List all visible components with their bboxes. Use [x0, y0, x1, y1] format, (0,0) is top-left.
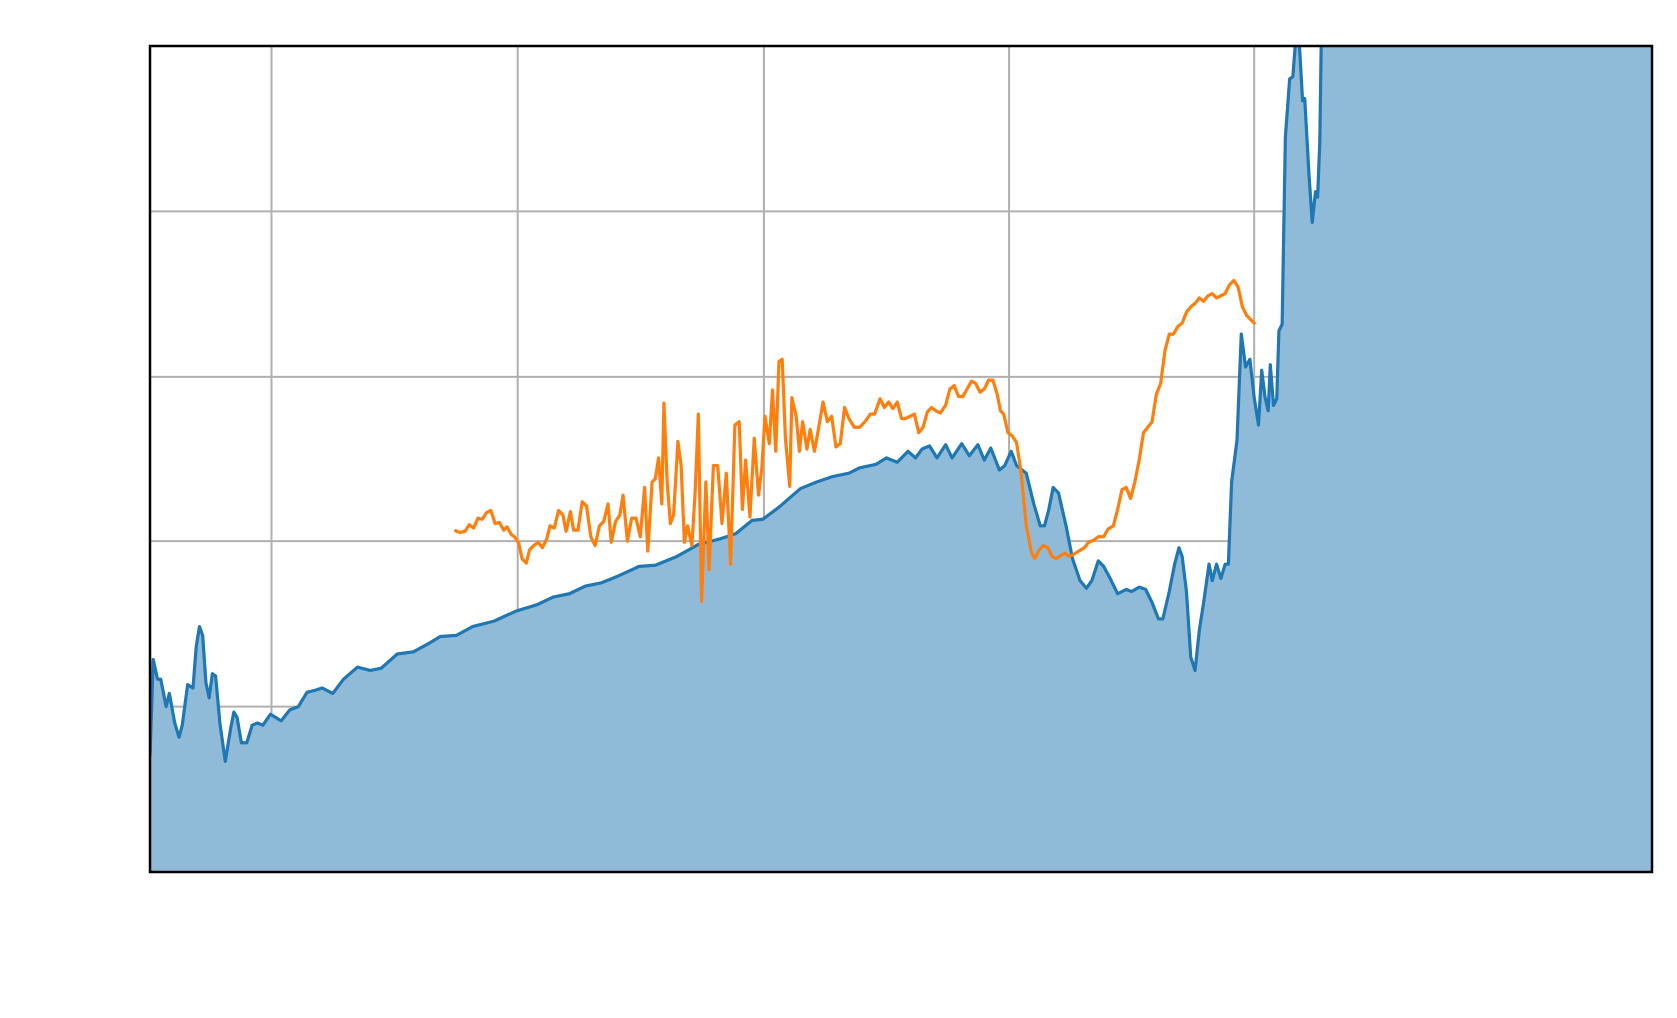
plot-area	[150, 46, 1652, 872]
line	[453, 278, 1257, 604]
line	[150, 46, 1323, 763]
axes-frame	[148, 44, 1654, 874]
series-group	[150, 46, 1652, 872]
